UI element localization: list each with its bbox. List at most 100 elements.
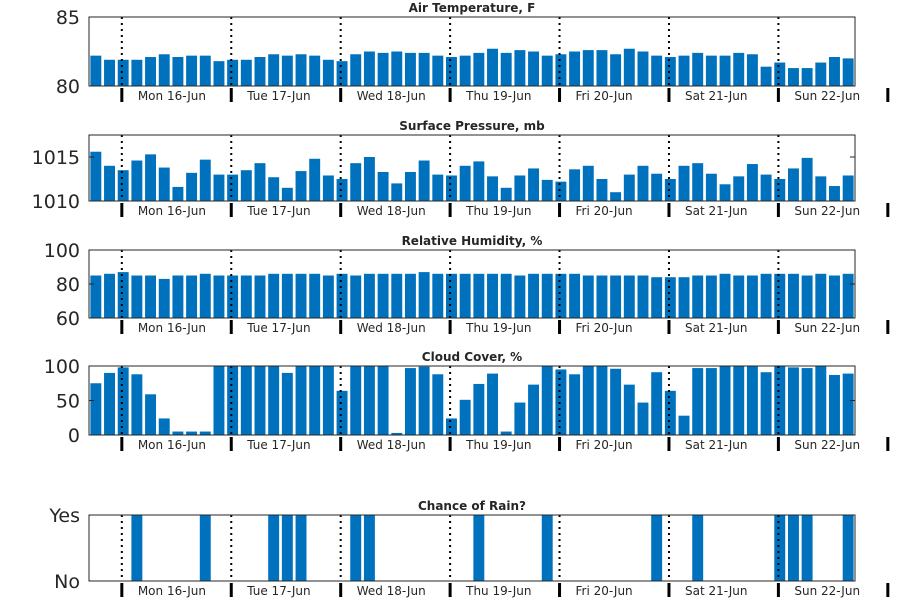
data-bar — [733, 52, 745, 86]
data-bar — [240, 59, 252, 86]
data-bar — [760, 66, 772, 86]
day-label: Sat 21-Jun — [685, 321, 748, 335]
data-bar — [487, 48, 498, 86]
data-bar — [254, 366, 266, 435]
day-label: Thu 19-Jun — [465, 204, 531, 218]
panel-title: Relative Humidity, % — [402, 234, 543, 248]
data-bar — [719, 273, 731, 318]
data-bar — [199, 55, 211, 86]
data-bar — [555, 369, 567, 435]
data-bar — [199, 159, 211, 201]
ytick-label: 0 — [68, 425, 80, 447]
day-label: Thu 19-Jun — [465, 584, 531, 598]
data-bar — [637, 165, 649, 201]
data-bar — [514, 175, 526, 201]
data-bar — [404, 368, 416, 435]
data-bar — [322, 175, 334, 201]
data-bar — [432, 55, 444, 86]
data-bar — [377, 366, 389, 435]
data-bar — [281, 273, 293, 318]
data-bar — [186, 55, 198, 86]
data-bar — [404, 171, 416, 201]
data-bar — [145, 57, 157, 86]
data-bar — [104, 273, 115, 318]
data-bar — [336, 179, 348, 201]
data-bar — [746, 54, 758, 86]
data-bar — [295, 515, 307, 581]
panel-title: Chance of Rain? — [418, 499, 526, 513]
data-bar — [254, 57, 266, 86]
data-bar — [309, 55, 321, 86]
data-bar — [623, 48, 635, 86]
data-bar — [104, 372, 115, 435]
data-bar — [528, 168, 540, 201]
data-bar — [637, 402, 649, 435]
data-bar — [336, 390, 348, 435]
data-bar — [350, 515, 362, 581]
data-bar — [487, 176, 498, 201]
data-bar — [528, 384, 540, 435]
data-bar — [815, 176, 827, 201]
data-bar — [404, 52, 416, 86]
data-bar — [760, 273, 772, 318]
data-bar — [719, 55, 731, 86]
data-bar — [186, 431, 198, 435]
data-bar — [733, 176, 745, 201]
data-bar — [500, 273, 512, 318]
data-bar — [623, 174, 635, 201]
data-bar — [596, 275, 608, 318]
data-bar — [322, 366, 334, 435]
data-bar — [651, 372, 663, 435]
data-bar — [281, 187, 293, 201]
data-bar — [787, 273, 799, 318]
data-bar — [528, 51, 540, 86]
plot-frame — [88, 16, 856, 87]
day-label: Fri 20-Jun — [576, 89, 633, 103]
day-label: Sat 21-Jun — [685, 438, 748, 452]
data-bar — [787, 515, 799, 581]
day-label: Wed 18-Jun — [357, 321, 426, 335]
data-bar — [391, 273, 403, 318]
data-bar — [582, 165, 594, 201]
panel-title: Cloud Cover, % — [422, 350, 522, 364]
data-bar — [145, 394, 157, 435]
ytick-label: 1010 — [32, 191, 80, 213]
data-bar — [473, 161, 485, 201]
data-bar — [336, 61, 348, 86]
data-bar — [746, 275, 758, 318]
data-bar — [213, 174, 225, 201]
data-bar — [227, 366, 239, 435]
data-bar — [309, 366, 321, 435]
data-bar — [678, 165, 690, 201]
data-bar — [145, 154, 157, 201]
data-bar — [774, 273, 786, 318]
day-label: Wed 18-Jun — [357, 438, 426, 452]
data-bar — [117, 170, 129, 201]
data-bar — [500, 187, 512, 201]
data-bar — [104, 165, 115, 201]
data-bar — [774, 179, 786, 201]
day-label: Wed 18-Jun — [357, 204, 426, 218]
day-label: Tue 17-Jun — [246, 584, 310, 598]
data-bar — [268, 515, 280, 581]
data-bar — [842, 373, 854, 435]
data-bar — [664, 390, 676, 435]
day-label: Mon 16-Jun — [138, 89, 206, 103]
data-bar — [569, 169, 581, 201]
data-bar — [637, 275, 649, 318]
data-bar — [281, 372, 293, 435]
data-bar — [801, 275, 813, 318]
data-bar — [268, 177, 280, 201]
data-bar — [131, 515, 143, 581]
data-bar — [268, 54, 280, 86]
data-bar — [336, 273, 348, 318]
data-bar — [240, 275, 252, 318]
data-bar — [705, 368, 717, 435]
data-bar — [610, 275, 622, 318]
data-bar — [541, 55, 553, 86]
data-bar — [473, 515, 485, 581]
data-bar — [117, 367, 129, 435]
day-label: Sun 22-Jun — [794, 204, 860, 218]
day-label: Thu 19-Jun — [465, 438, 531, 452]
data-bar — [733, 275, 745, 318]
